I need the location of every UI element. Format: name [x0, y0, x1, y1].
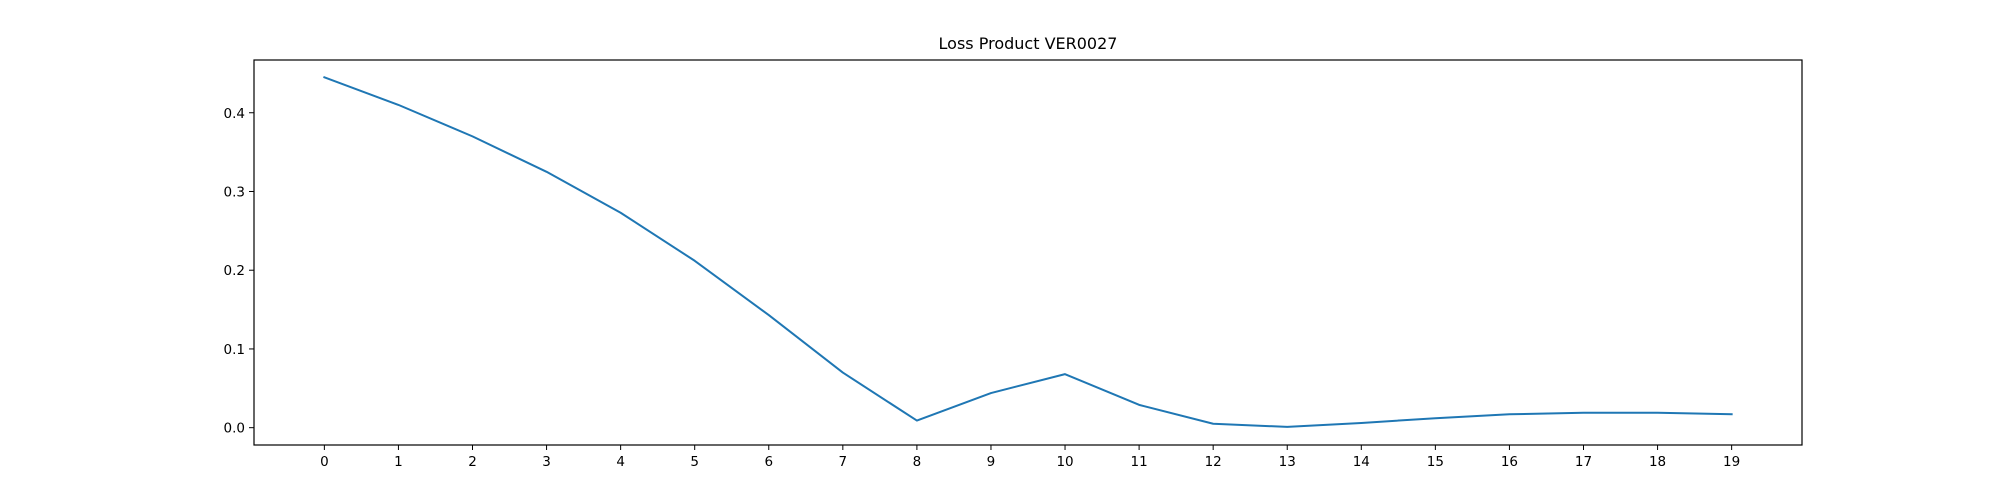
x-tick-label: 14: [1353, 454, 1370, 470]
x-tick-label: 15: [1427, 454, 1444, 470]
x-tick-label: 7: [839, 454, 848, 470]
x-tick-label: 11: [1131, 454, 1148, 470]
y-axis: 0.0 0.1 0.2 0.3 0.4: [224, 106, 254, 437]
y-tick-label: 0.3: [224, 184, 245, 200]
x-tick-label: 3: [542, 454, 551, 470]
series-line-0: [323, 76, 1733, 428]
x-tick-label: 8: [913, 454, 922, 470]
x-tick-label: 16: [1501, 454, 1518, 470]
y-tick-label: 0.4: [224, 106, 245, 122]
y-tick-label: 0.0: [224, 421, 245, 437]
x-tick-label: 5: [690, 454, 699, 470]
y-tick-label: 0.1: [224, 342, 245, 358]
x-axis: 0 1 2 3 4 5 6 7 8 9 10 11 12 13 14 15 16 17 18 19: [320, 445, 1740, 470]
x-tick-label: 9: [987, 454, 996, 470]
x-tick-label: 1: [394, 454, 403, 470]
x-tick-label: 6: [764, 454, 773, 470]
plot-area-frame: [253, 59, 1803, 446]
x-tick-label: 17: [1575, 454, 1592, 470]
x-tick-label: 13: [1279, 454, 1296, 470]
y-tick-label: 0.2: [224, 263, 245, 279]
x-tick-label: 18: [1649, 454, 1666, 470]
x-tick-label: 4: [616, 454, 625, 470]
x-tick-label: 2: [468, 454, 477, 470]
x-tick-label: 0: [320, 454, 329, 470]
x-tick-label: 10: [1056, 454, 1073, 470]
chart-title: Loss Product VER0027: [938, 34, 1118, 53]
x-tick-label: 19: [1723, 454, 1740, 470]
x-tick-label: 12: [1205, 454, 1222, 470]
